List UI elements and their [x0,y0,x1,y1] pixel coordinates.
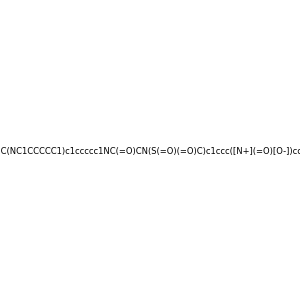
Text: O=C(NC1CCCCC1)c1ccccc1NC(=O)CN(S(=O)(=O)C)c1ccc([N+](=O)[O-])cc1OC: O=C(NC1CCCCC1)c1ccccc1NC(=O)CN(S(=O)(=O)… [0,147,300,156]
